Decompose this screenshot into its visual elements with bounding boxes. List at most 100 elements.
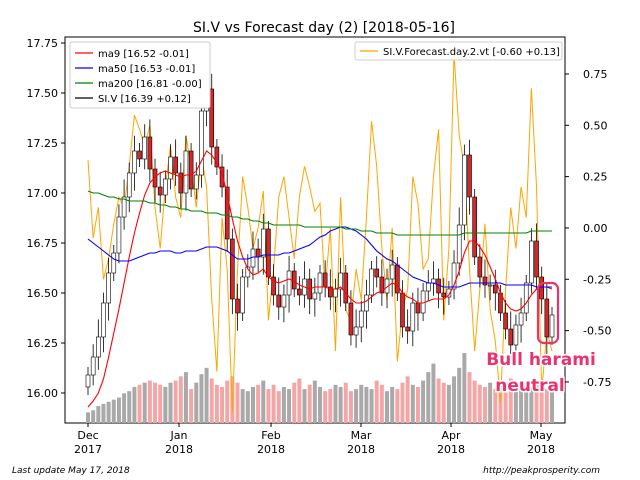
candle-body <box>425 282 431 292</box>
candle-body <box>96 336 101 358</box>
candle-body <box>297 288 302 296</box>
volume-bar <box>472 380 477 423</box>
candle-body <box>168 156 173 180</box>
candle-body <box>529 240 534 284</box>
candle-body <box>126 172 132 198</box>
y-right-tick-label: 0.00 <box>583 222 608 235</box>
volume-bar <box>266 389 271 423</box>
volume-bar <box>534 382 539 423</box>
legend-ma200-label: ma200 [16.81 -0.00] <box>98 79 202 90</box>
candle-body <box>410 302 416 332</box>
volume-bar <box>199 374 204 423</box>
volume-bar <box>318 386 322 423</box>
volume-bar <box>410 384 415 423</box>
candle-body <box>374 268 380 278</box>
candle-body <box>549 314 555 338</box>
candle-body <box>260 228 266 258</box>
volume-bar <box>168 382 173 423</box>
volume-bar <box>488 382 493 423</box>
volume-bar <box>477 384 482 423</box>
legend-left-box <box>69 41 211 109</box>
pattern-highlight-box <box>536 281 560 345</box>
candle-body <box>224 186 230 240</box>
volume-bar <box>328 389 333 423</box>
candle-body <box>199 110 204 176</box>
candle-body <box>492 284 498 294</box>
volume-bar <box>421 380 426 423</box>
x-tick-label-year: 2018 <box>527 443 555 456</box>
candle-body <box>281 294 287 308</box>
volume-bar <box>276 391 281 423</box>
candle-body <box>358 310 364 328</box>
candle-body <box>111 252 117 274</box>
volume-bar <box>307 384 312 423</box>
y-right-tick-label: -0.50 <box>583 325 611 338</box>
candle-body <box>513 324 519 346</box>
volume-bar <box>204 367 209 423</box>
candle-body <box>116 216 122 254</box>
candle-body <box>147 136 153 170</box>
candle-body <box>188 150 194 190</box>
candle-body <box>173 156 178 174</box>
x-tick-label-month: Apr <box>441 429 461 442</box>
volume-bar <box>415 386 420 423</box>
volume-bar <box>137 384 142 423</box>
candle-body <box>508 328 514 346</box>
volume-bar <box>122 393 127 423</box>
volume-bar <box>209 378 214 423</box>
volume-bar <box>519 389 524 423</box>
candle-body <box>467 154 472 198</box>
candle-body <box>101 302 106 338</box>
candle-body <box>286 270 292 296</box>
candle-body <box>328 286 333 298</box>
volume-bar <box>544 389 549 423</box>
candle-body <box>157 186 163 196</box>
volume-bar <box>529 386 534 423</box>
x-tick-label-year: 2018 <box>257 443 285 456</box>
volume-bar <box>178 376 183 423</box>
volume-bar <box>163 386 168 423</box>
volume-bar <box>271 384 276 423</box>
candle-body <box>487 284 493 287</box>
volume-bar <box>173 380 178 423</box>
volume-bar <box>153 382 158 423</box>
candle-body <box>214 146 220 168</box>
volume-bar <box>91 410 96 423</box>
volume-bar <box>385 391 390 423</box>
candle-body <box>534 240 539 278</box>
y-right-tick-label: 0.25 <box>583 171 608 184</box>
candle-body <box>395 264 400 294</box>
candle-body <box>312 292 318 300</box>
candle-body <box>90 356 96 376</box>
y-left-tick-label: 16.00 <box>27 387 59 400</box>
candle-body <box>400 292 405 328</box>
volume-bar <box>436 378 441 423</box>
volume-bar <box>493 389 498 423</box>
ma50-line <box>87 226 552 288</box>
volume-bar <box>132 386 137 423</box>
candle-body <box>106 272 111 304</box>
volume-bar <box>297 378 302 423</box>
volume-bar <box>323 391 328 423</box>
volume-bar <box>96 406 101 423</box>
volume-bar <box>405 376 410 423</box>
volume-bar <box>158 384 163 423</box>
candle-body <box>121 196 127 218</box>
candle-body <box>405 326 410 332</box>
volume-bar <box>482 386 487 423</box>
candle-body <box>379 276 385 294</box>
volume-bar <box>539 380 544 423</box>
candle-body <box>451 262 457 290</box>
volume-bar <box>235 382 240 423</box>
x-tick-label-year: 2018 <box>437 443 465 456</box>
candle-body <box>338 272 343 290</box>
y-right-tick-label: -0.25 <box>583 273 611 286</box>
volume-bar <box>426 372 431 423</box>
volume-bar <box>220 386 225 423</box>
volume-bar <box>245 391 250 423</box>
candle-body <box>472 196 477 258</box>
legend-right-box <box>354 41 563 61</box>
ma200-line <box>87 190 552 236</box>
x-tick-label-month: Jan <box>170 429 188 442</box>
candle-body <box>353 326 359 336</box>
